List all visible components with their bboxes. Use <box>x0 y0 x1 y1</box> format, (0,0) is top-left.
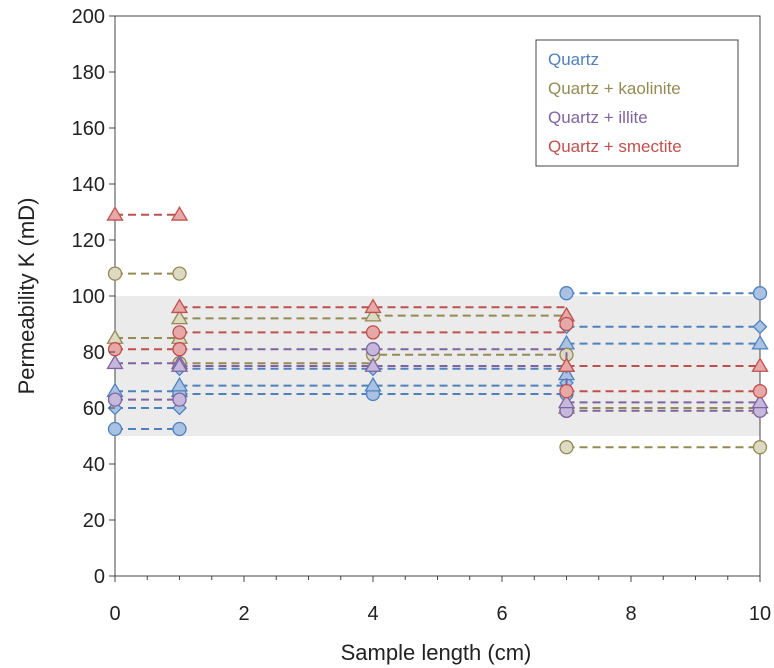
y-tick-label: 80 <box>83 342 105 364</box>
y-axis-title: Permeability K (mD) <box>14 198 39 395</box>
triangle-marker <box>106 354 124 370</box>
x-tick-label: 0 <box>109 603 120 625</box>
circle-marker <box>559 440 574 455</box>
triangle-marker <box>751 357 769 372</box>
circle-marker <box>559 286 574 301</box>
triangle-marker <box>364 298 382 314</box>
x-tick-label: 6 <box>496 603 507 625</box>
triangle-marker <box>364 376 382 392</box>
y-tick-label: 40 <box>83 454 105 476</box>
triangle-marker <box>170 206 189 221</box>
axis-layer: 0 20 40 60 80 100 120 140 160 180 200 0 2 4 6 8 10 <box>72 6 772 625</box>
x-tick-label: 10 <box>749 603 771 625</box>
x-tick-label: 8 <box>625 603 636 625</box>
circle-marker <box>365 325 381 340</box>
circle-marker <box>752 440 768 455</box>
legend-entry: Quartz + kaolinite <box>548 79 681 98</box>
circle-marker <box>107 342 123 357</box>
circle-marker <box>172 421 187 437</box>
x-tick-label: 2 <box>238 603 249 625</box>
circle-marker <box>559 384 574 399</box>
y-tick-label: 0 <box>94 566 105 588</box>
diamond-marker <box>752 319 768 335</box>
triangle-marker <box>170 357 189 372</box>
circle-marker <box>752 286 768 301</box>
circle-marker <box>365 342 381 357</box>
y-tick-label: 160 <box>72 118 105 140</box>
y-tick-label: 20 <box>83 510 105 532</box>
x-axis-title: Sample length (cm) <box>341 640 532 665</box>
circle-marker <box>752 384 768 399</box>
triangle-marker <box>170 298 189 314</box>
triangle-marker <box>364 357 382 372</box>
y-tick-label: 100 <box>72 286 105 308</box>
triangle-marker <box>751 393 769 409</box>
triangle-marker <box>557 357 576 372</box>
circle-marker <box>172 266 187 281</box>
triangle-marker <box>364 306 382 322</box>
circle-marker <box>559 316 574 332</box>
triangle-marker <box>557 393 576 409</box>
legend: Quartz Quartz + kaolinite Quartz + illite Q… <box>535 39 739 167</box>
x-tick-label: 4 <box>367 603 378 625</box>
circle-marker <box>172 392 187 407</box>
series-line <box>179 314 567 320</box>
triangle-marker <box>106 206 124 221</box>
y-tick-label: 200 <box>72 6 105 28</box>
circle-marker <box>172 342 187 357</box>
legend-box <box>535 39 739 167</box>
series-layer <box>106 206 769 455</box>
legend-entry: Quartz + smectite <box>548 137 682 156</box>
y-tick-label: 140 <box>72 174 105 196</box>
circle-marker <box>172 325 187 340</box>
triangle-marker <box>751 334 769 350</box>
y-tick-label: 180 <box>72 62 105 84</box>
y-tick-label: 60 <box>83 398 105 420</box>
triangle-marker <box>170 376 189 392</box>
legend-entry: Quartz + illite <box>548 108 648 127</box>
legend-entry: Quartz <box>548 50 599 69</box>
y-tick-label: 120 <box>72 230 105 252</box>
series-line <box>179 348 568 411</box>
circle-marker <box>107 266 123 281</box>
triangle-marker <box>170 309 189 325</box>
series-quartz-smectite <box>106 206 769 399</box>
circle-marker <box>107 421 123 437</box>
circle-marker <box>107 392 123 407</box>
